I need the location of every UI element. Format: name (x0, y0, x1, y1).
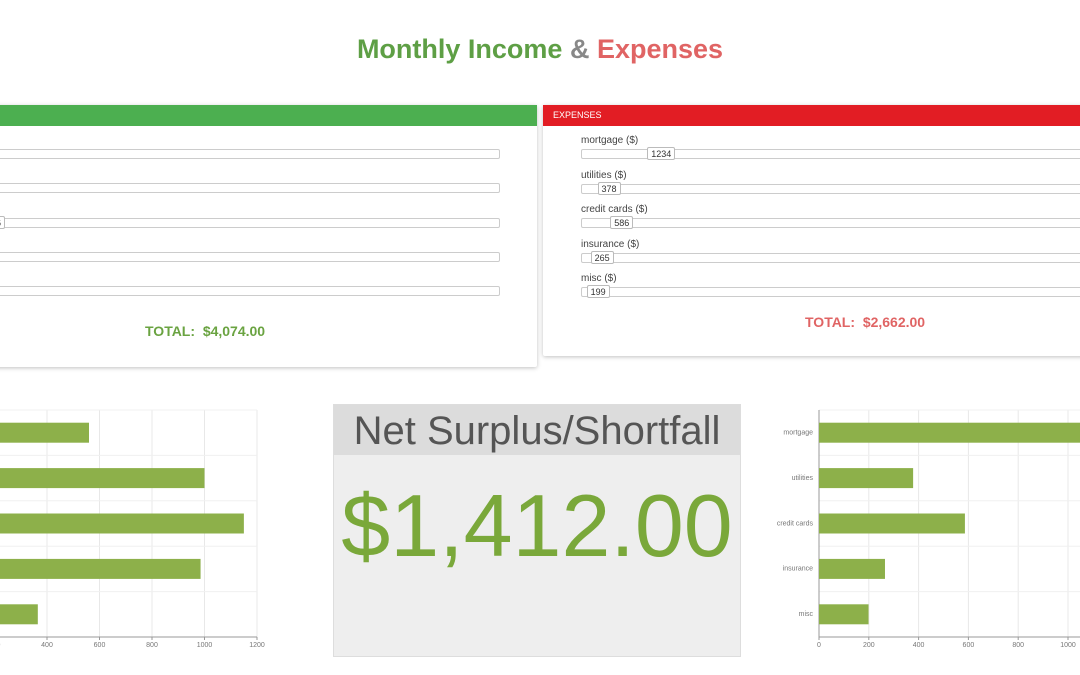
y-tick-label: mortgage (783, 430, 813, 437)
item-label: misc ($) (581, 273, 617, 284)
slider-track[interactable] (0, 252, 500, 262)
item-label: credit cards ($) (581, 204, 648, 215)
net-value: $1,412.00 (341, 476, 733, 575)
total-value: $4,074.00 (202, 323, 266, 339)
expenses-header: EXPENSES (543, 105, 1080, 126)
x-tick-label: 1000 (197, 642, 213, 649)
slider-track[interactable] (581, 287, 1080, 297)
page-title: Monthly Income & Expenses (0, 34, 1080, 65)
slider-track[interactable] (0, 183, 500, 193)
slider-track[interactable] (581, 252, 1080, 263)
x-tick-label: 0 (817, 642, 821, 649)
net-title: Net Surplus/Shortfall (334, 405, 740, 455)
title-amp: & (569, 34, 590, 64)
total-value: $2,662.00 (862, 314, 926, 330)
slider-value[interactable]: 265 (590, 250, 614, 264)
expenses-panel: EXPENSES TOTAL: $2,662.00 mortgage ($) 12… (543, 105, 1080, 356)
slider-track[interactable] (581, 183, 1080, 194)
bar (819, 468, 914, 489)
x-tick-label: 200 (863, 642, 875, 649)
item-label: mortgage ($) (581, 135, 639, 146)
bar (819, 604, 869, 625)
slider-value[interactable]: 199 (586, 285, 610, 298)
y-tick-label: misc (799, 611, 814, 618)
bar (819, 422, 1080, 443)
bar (0, 604, 38, 625)
income-total: TOTAL: $4,074.00 (145, 323, 265, 339)
bar (0, 558, 201, 579)
x-tick-label: 600 (963, 642, 975, 649)
x-tick-label: 600 (94, 642, 106, 649)
x-tick-label: 1200 (249, 642, 265, 649)
y-tick-label: insurance (783, 566, 813, 573)
income-panel: 6 TOTAL: $4,074.00 (0, 105, 537, 367)
bar (819, 558, 885, 579)
bar (819, 513, 965, 534)
title-expenses: Expenses (596, 34, 724, 64)
y-tick-label: credit cards (777, 520, 814, 527)
y-tick-label: utilities (792, 475, 814, 482)
bar (0, 468, 205, 489)
slider-value[interactable]: 586 (610, 216, 634, 229)
bar (0, 513, 244, 534)
slider-value[interactable]: 378 (597, 181, 621, 195)
bar (0, 422, 89, 443)
x-tick-label: 400 (913, 642, 925, 649)
slider-value[interactable]: 6 (0, 216, 6, 229)
slider-track[interactable] (0, 218, 500, 228)
total-label: TOTAL: (145, 323, 196, 339)
x-tick-label: 800 (146, 642, 158, 649)
x-tick-label: 1000 (1060, 642, 1076, 649)
item-label: insurance ($) (581, 238, 640, 250)
title-income: Monthly Income (356, 34, 563, 64)
slider-value[interactable]: 1234 (647, 147, 676, 160)
expenses-total: TOTAL: $2,662.00 (805, 314, 925, 330)
slider-track[interactable] (0, 286, 500, 296)
slider-track[interactable] (581, 149, 1080, 159)
x-tick-label: 400 (41, 642, 53, 649)
item-label: utilities ($) (581, 169, 627, 181)
slider-track[interactable] (581, 218, 1080, 228)
income-header (0, 105, 537, 126)
total-label: TOTAL: (805, 314, 856, 330)
x-tick-label: 800 (1012, 642, 1024, 649)
slider-track[interactable] (0, 149, 500, 159)
net-box: Net Surplus/Shortfall $1,412.00 (333, 404, 741, 657)
